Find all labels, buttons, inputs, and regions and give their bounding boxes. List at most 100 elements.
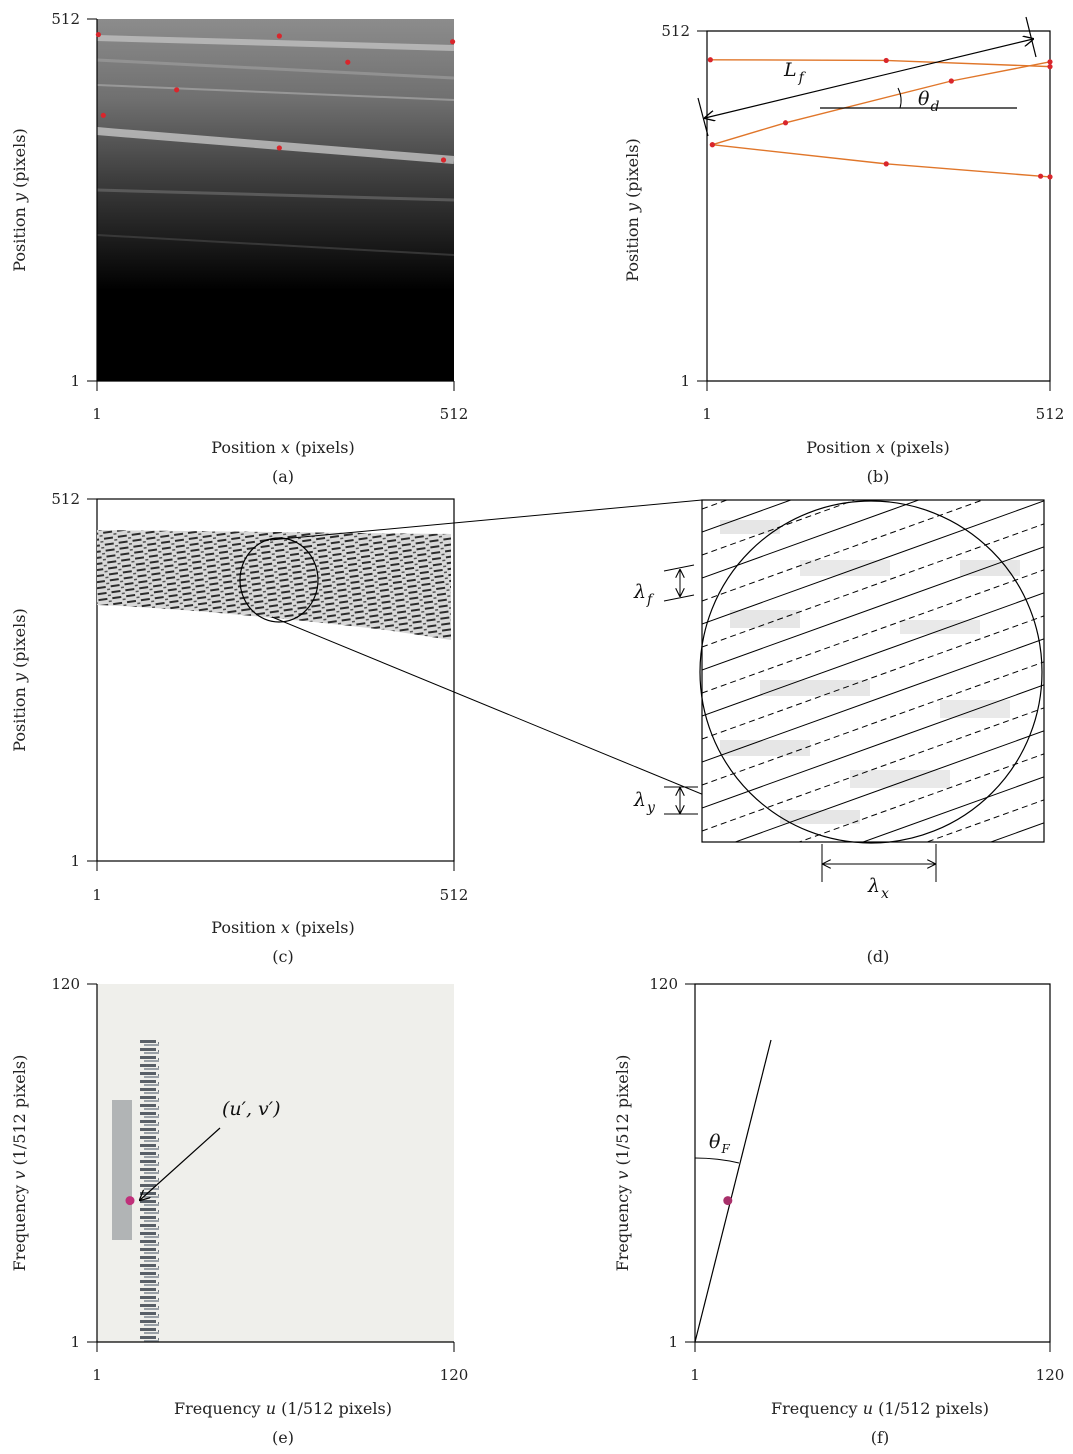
panel-a-fascicle-bands [96, 35, 455, 256]
panel-a-marker-point-6 [276, 145, 282, 151]
panel-d-lambda-f-label: λf [633, 581, 655, 608]
panel-b-aponeurosis-line-2 [712, 144, 1051, 178]
panel-f-angle-label: θF [709, 1131, 730, 1156]
panel-b-ylabel: Position y (pixels) [623, 138, 642, 281]
panel-f-peak-point [723, 1196, 733, 1206]
panel-f-frame [694, 983, 1051, 1343]
panel-a-xtick-label-max: 512 [440, 405, 469, 423]
panel-a-caption: (a) [272, 467, 294, 486]
panel-a-xtick-label-min: 1 [92, 405, 102, 423]
panel-b-aponeurosis-line-0 [710, 59, 1051, 68]
panel-b-marker-point-0-1 [883, 57, 889, 64]
panel-e-peak-point [125, 1196, 135, 1206]
panel-d-lambda-y-label: λy [633, 789, 656, 816]
panel-b-caption: (b) [867, 467, 890, 486]
panel-a-marker-point-2 [450, 39, 456, 45]
panel-b-length-ext-right [1025, 16, 1037, 58]
panel-d-texture [702, 500, 1044, 842]
panel-c: 512 1 1 512 Position x (pixels) Position… [10, 490, 819, 966]
panel-e-ytick-label-max: 120 [51, 975, 80, 993]
panel-a-xlabel: Position x (pixels) [211, 438, 354, 457]
panel-c-xtick-label-min: 1 [92, 886, 102, 904]
panel-d-fascicle-stripe-19 [797, 753, 1044, 842]
panel-f: θF 120 1 1 120 Frequency u (1/512 pixels… [613, 975, 1064, 1447]
panel-d-fascicle-stripe-5 [702, 500, 857, 556]
panel-e-xtick-label-max: 120 [440, 1366, 469, 1384]
panel-a: 512 1 1 512 Position x (pixels) Position… [10, 10, 468, 486]
panel-d-fascicle-stripe-16 [702, 684, 1044, 809]
panel-b-length-arrow [705, 39, 1033, 118]
panel-a-marker-point-4 [174, 87, 180, 93]
panel-b-marker-point-2-0 [709, 142, 715, 148]
panel-b-marker-point-1-1 [782, 120, 789, 126]
panel-b-marker-point-1-2 [948, 78, 954, 84]
panel-b-ytick-label-max: 512 [661, 22, 690, 40]
panel-a-ultrasound-image [97, 19, 454, 381]
panel-d-caption: (d) [867, 947, 890, 966]
panel-a-marker-point-5 [100, 112, 106, 118]
panel-b-marker-point-1-3 [1047, 59, 1053, 65]
panel-b-xtick-label-max: 512 [1036, 405, 1065, 423]
panel-b-marker-point-0-2 [1047, 64, 1053, 70]
panel-c-roi-circle [239, 537, 319, 623]
panel-f-ytick-label-min: 1 [668, 1333, 678, 1351]
panel-b-angle-label: θd [918, 88, 939, 115]
panel-f-xlabel: Frequency u (1/512 pixels) [771, 1399, 989, 1418]
panel-b-ytick-label-min: 1 [680, 372, 690, 390]
panel-e-peak-label: (u′, v′) [222, 1098, 281, 1120]
panel-e-xtick-label-min: 1 [92, 1366, 102, 1384]
panel-c-ytick-label-max: 512 [51, 490, 80, 508]
panel-d-fascicle-stripe-4 [702, 500, 793, 533]
panel-b-xlabel: Position x (pixels) [806, 438, 949, 457]
panel-c-xtick-label-max: 512 [440, 886, 469, 904]
panel-d-fascicle-stripe-14 [702, 638, 1044, 763]
panel-b-aponeurosis-line-1 [712, 61, 1051, 146]
panel-f-caption: (f) [871, 1428, 889, 1447]
panel-d-fascicle-stripe-9 [702, 523, 1044, 648]
panel-b-marker-point-0-0 [707, 57, 713, 63]
panel-a-marker-point-0 [95, 31, 101, 38]
panel-a-marker-point-7 [440, 157, 447, 163]
panel-e-xlabel: Frequency u (1/512 pixels) [174, 1399, 392, 1418]
panel-d-fascicle-stripe-10 [702, 546, 1044, 671]
panel-b-angle-arc [897, 87, 902, 109]
panel-c-xlabel: Position x (pixels) [211, 918, 354, 937]
panel-d-fascicle-stripe-15 [702, 661, 1044, 786]
panel-f-angle-arc [694, 1157, 740, 1164]
panel-e-peak-arrow [140, 1127, 221, 1200]
panel-d-fascicle-stripe-17 [702, 707, 1044, 832]
panel-a-ytick-label-max: 512 [51, 10, 80, 28]
panel-e-caption: (e) [272, 1428, 294, 1447]
panel-d-fascicle-stripe-21 [925, 799, 1044, 842]
panel-d-lf-tick-bottom [663, 594, 695, 602]
panel-a-marker-point-3 [345, 59, 351, 65]
panel-d-fascicle-stripe-7 [702, 500, 985, 602]
panel-e-ytick-label-min: 1 [70, 1333, 80, 1351]
panel-c-caption: (c) [272, 947, 293, 966]
panel-d-fascicle-stripe-12 [702, 592, 1044, 717]
panel-e-spectrum-peak-band [112, 1100, 132, 1240]
panel-f-ytick-label-max: 120 [649, 975, 678, 993]
panel-d: λf λy λx (d) [633, 499, 1045, 966]
panel-c-zoom-line-top [269, 499, 703, 541]
panel-b-xtick-label-min: 1 [702, 405, 712, 423]
panel-d-fascicle-stripe-11 [702, 569, 1044, 694]
panel-d-fascicle-stripe-6 [702, 500, 921, 579]
panel-f-xtick-label-min: 1 [690, 1366, 700, 1384]
panel-f-ylabel: Frequency v (1/512 pixels) [613, 1055, 632, 1272]
panel-c-texture-region [97, 530, 451, 640]
panel-e-ylabel: Frequency v (1/512 pixels) [10, 1055, 29, 1272]
panel-f-xtick-label-max: 120 [1036, 1366, 1065, 1384]
panel-d-lambda-x-label: λx [867, 875, 889, 902]
panel-b-length-ext-left [697, 97, 709, 137]
panel-b-marker-point-2-1 [883, 161, 889, 167]
panel-d-fascicle-stripe-13 [702, 615, 1044, 740]
panel-f-direction-line [694, 1039, 772, 1343]
panel-b-marker-point-2-3 [1047, 174, 1053, 180]
panel-d-fascicle-stripe-8 [702, 500, 1044, 625]
panel-a-ytick-label-min: 1 [70, 372, 80, 390]
panel-c-ytick-label-min: 1 [70, 852, 80, 870]
